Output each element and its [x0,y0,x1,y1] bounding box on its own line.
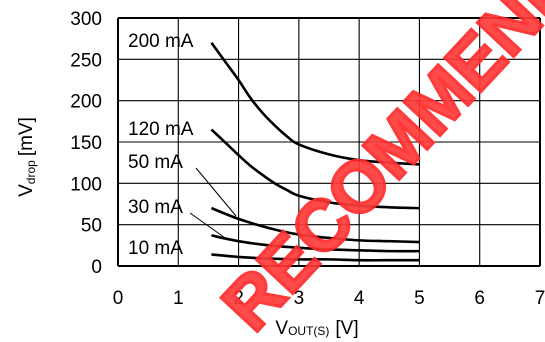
series-line [210,206,420,244]
x-axis-label: VOUT(S) [V] [275,318,358,339]
x-tick-label: 7 [535,288,545,309]
axis-ticks: 0 1 2 3 4 5 6 7 0 50 100 150 200 250 300 [70,9,545,309]
series-label: 120 mA [128,119,194,140]
y-tick-label: 200 [70,92,102,113]
series-line [210,128,420,210]
y-axis-label: Vdrop [mV] [16,117,38,197]
series-label: 50 mA [128,152,183,173]
x-axis-label-sub: OUT(S) [288,324,329,338]
series-label-leader [189,212,229,241]
y-tick-label: 300 [70,9,102,30]
series-line [211,234,420,253]
series-lines [210,42,420,262]
axis-labels: Vdrop[mV] VOUT(S) [V] [16,117,359,339]
series-label: 10 mA [128,238,183,259]
x-tick-label: 5 [414,288,425,309]
y-axis-label-main: V [16,184,37,197]
series-label: 30 mA [128,197,183,218]
y-tick-label: 0 [91,257,102,278]
y-axis-label-unit: [mV] [16,117,37,156]
y-tick-label: 100 [70,174,102,195]
x-tick-label: 2 [233,288,244,309]
x-axis-label-unit: [V] [335,318,358,339]
series-line [211,253,420,262]
series-line [210,42,420,166]
x-tick-label: 6 [474,288,485,309]
y-tick-label: 250 [70,50,102,71]
series-label-leader [195,167,237,217]
x-axis-label-main: V [275,318,288,339]
y-axis-label-sub: drop [24,160,38,184]
x-tick-label: 4 [354,288,365,309]
y-tick-label: 150 [70,133,102,154]
series-labels: 200 mA 120 mA 50 mA 30 mA 10 mA [128,31,237,259]
x-tick-label: 1 [173,288,184,309]
series-label: 200 mA [128,31,194,52]
x-tick-label: 0 [113,288,124,309]
x-tick-label: 3 [294,288,305,309]
chart-grid [117,17,541,267]
y-tick-label: 50 [81,216,102,237]
